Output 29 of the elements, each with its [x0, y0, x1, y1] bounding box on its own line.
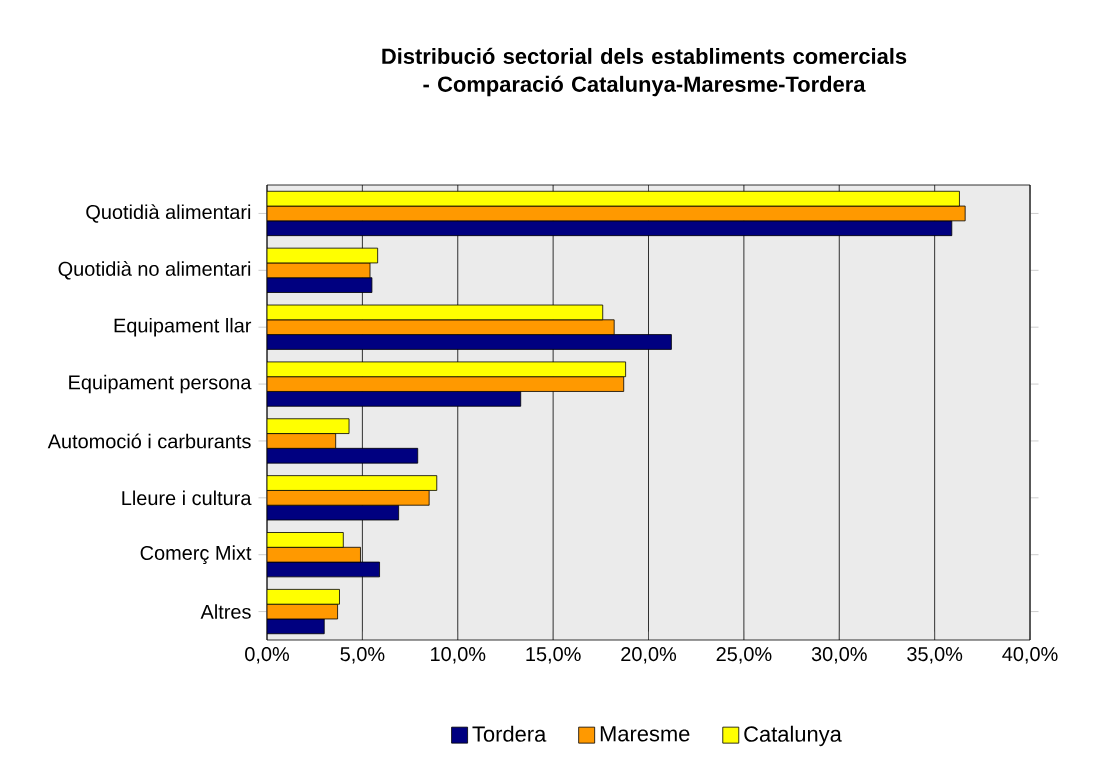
- bar: [267, 334, 672, 350]
- y-tick-label: Equipament persona: [69, 374, 252, 394]
- y-tick-label: Quotidià no alimentari: [58, 261, 251, 280]
- bar: [267, 433, 337, 449]
- bar: [267, 220, 953, 237]
- y-tick-label: Quotidià alimentari: [86, 204, 251, 223]
- bar: [267, 490, 430, 506]
- bar: [267, 376, 625, 392]
- x-tick-label: 5,0%: [340, 647, 385, 664]
- x-tick-label: 10,0%: [431, 647, 486, 664]
- x-tick-label: 35,0%: [907, 647, 963, 664]
- legend-label: Tordera: [472, 725, 547, 742]
- bar: [267, 391, 522, 407]
- y-tick-label: Equipament llar: [114, 317, 252, 337]
- legend-label: Catalunya: [744, 725, 842, 747]
- y-tick-label: Comerç Mixt: [140, 545, 252, 565]
- bar: [267, 319, 615, 335]
- chart-title: Distribució sectorial dels establiments comercials - Comparació Catalunya-Maresme-Tordera: [382, 47, 907, 97]
- x-tick-label: 25,0%: [716, 647, 772, 664]
- y-tick-label: Automoció i carburants: [47, 433, 251, 449]
- x-tick-label: 0,0%: [245, 647, 290, 664]
- x-tick-label: 40,0%: [1002, 647, 1058, 664]
- x-tick-label: 20,0%: [621, 647, 677, 664]
- x-tick-label: 30,0%: [811, 647, 867, 664]
- x-tick-label: 15,0%: [526, 647, 581, 664]
- y-tick-label: Lleure i cultura: [122, 490, 252, 506]
- legend-label: Maresme: [600, 726, 690, 742]
- y-tick-label: Altres: [200, 604, 251, 619]
- bar: [267, 277, 373, 293]
